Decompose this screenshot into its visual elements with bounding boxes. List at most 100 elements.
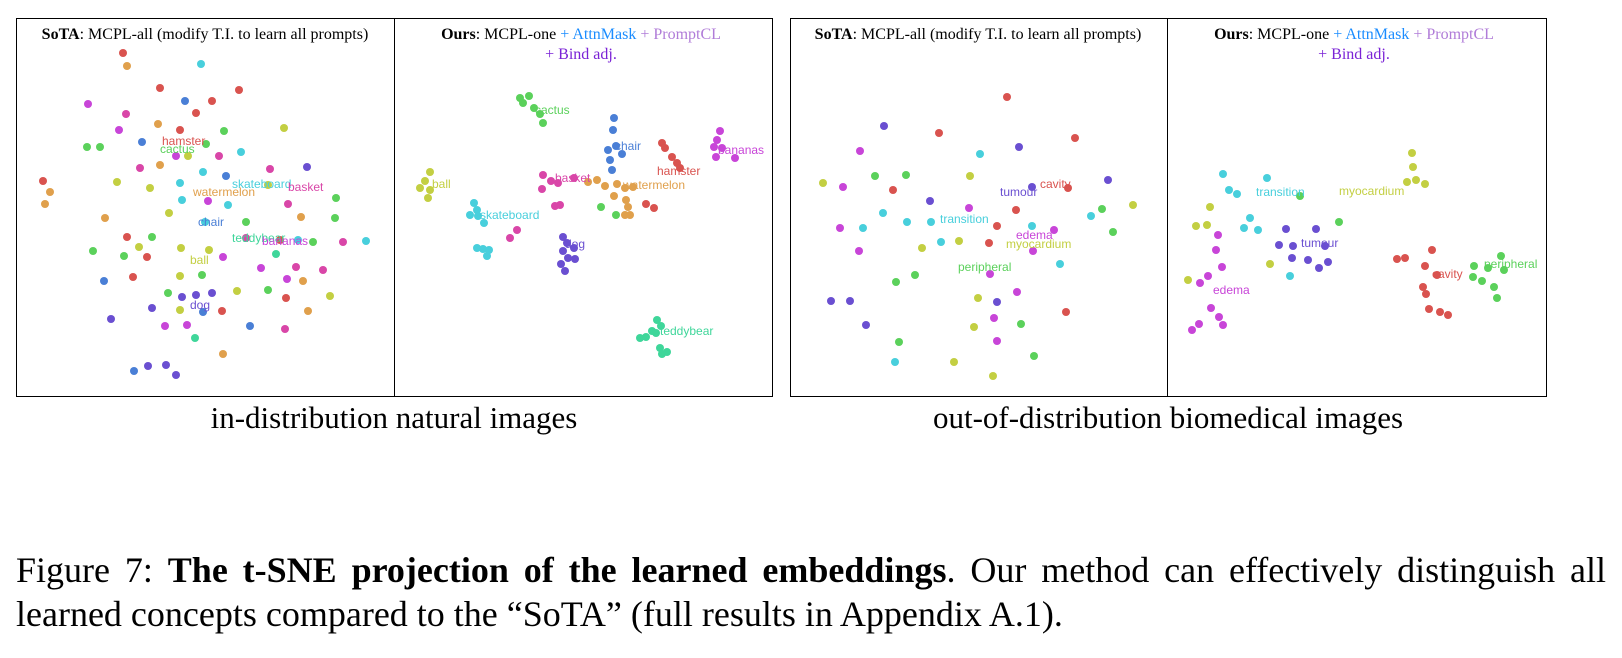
scatter-point: [519, 99, 527, 107]
scatter-point: [89, 247, 97, 255]
scatter-point: [201, 218, 209, 226]
scatter-point: [731, 154, 739, 162]
scatter-point: [1282, 225, 1290, 233]
scatter-point: [176, 306, 184, 314]
scatter-point: [101, 214, 109, 222]
scatter-point: [993, 222, 1001, 230]
scatter-point: [208, 289, 216, 297]
scatter-point: [326, 292, 334, 300]
scatter-point: [1064, 184, 1072, 192]
scatter-point: [1225, 186, 1233, 194]
cluster-label: hamster: [162, 134, 205, 148]
scatter-point: [918, 244, 926, 252]
scatter-point: [1421, 262, 1429, 270]
scatter-point: [480, 219, 488, 227]
scatter-point: [41, 200, 49, 208]
scatter-point: [668, 153, 676, 161]
scatter-point: [233, 287, 241, 295]
scatter-point: [281, 325, 289, 333]
scatter-point: [199, 308, 207, 316]
scatter-point: [539, 119, 547, 127]
cluster-label: peripheral: [958, 260, 1011, 274]
scatter-point: [1192, 222, 1200, 230]
scatter-point: [192, 109, 200, 117]
cluster-label: skateboard: [232, 177, 291, 191]
scatter-point: [181, 97, 189, 105]
scatter-point: [513, 226, 521, 234]
scatter-point: [1012, 206, 1020, 214]
scatter-point: [466, 211, 474, 219]
scatter-point: [839, 183, 847, 191]
scatter-point: [202, 140, 210, 148]
scatter-point: [1421, 180, 1429, 188]
scatter-point: [1500, 266, 1508, 274]
scatter-point: [836, 224, 844, 232]
scatter-point: [136, 164, 144, 172]
scatter-point: [294, 236, 302, 244]
scatter-point: [559, 247, 567, 255]
scatter-point: [618, 150, 626, 158]
cluster-label: ball: [432, 177, 451, 191]
scatter-point: [612, 142, 620, 150]
scatter-point: [426, 168, 434, 176]
cluster-label: teddybear: [232, 231, 285, 245]
scatter-point: [1029, 247, 1037, 255]
scatter-point: [129, 273, 137, 281]
caption-rest: . Our method can effectively distinguish…: [16, 550, 1607, 634]
scatter-panel-1: cactus chair bananas hamster basket watermelo…: [416, 92, 764, 358]
cluster-label: chair: [198, 215, 224, 229]
scatter-point: [636, 334, 644, 342]
scatter-point: [339, 238, 347, 246]
scatter-point: [716, 127, 724, 135]
scatter-point: [712, 153, 720, 161]
scatter-point: [143, 253, 151, 261]
scatter-point: [966, 172, 974, 180]
scatter-point: [1218, 263, 1226, 271]
scatter-point: [658, 350, 666, 358]
scatter-point: [990, 314, 998, 322]
scatter-point: [46, 188, 54, 196]
cluster-label: tumour: [1301, 236, 1338, 250]
scatter-point: [264, 181, 272, 189]
scatter-point: [1206, 203, 1214, 211]
scatter-point: [122, 110, 130, 118]
scatter-point: [172, 371, 180, 379]
cluster-label: basket: [288, 180, 324, 194]
scatter-point: [1195, 320, 1203, 328]
title-rest: : MCPL-all (modify T.I. to learn all pro…: [853, 26, 1142, 43]
scatter-point: [1401, 254, 1409, 262]
cluster-label: teddybear: [660, 324, 713, 338]
scatter-point: [965, 204, 973, 212]
cluster-label: tumour: [1000, 185, 1037, 199]
scatter-point: [652, 329, 660, 337]
scatter-point: [1188, 326, 1196, 334]
scatter-point: [891, 358, 899, 366]
scatter-point: [198, 271, 206, 279]
scatter-point: [926, 197, 934, 205]
scatter-point: [161, 322, 169, 330]
subplot-title-ours-biomedical-line2: + Bind adj.: [1318, 46, 1390, 63]
scatter-point: [177, 244, 185, 252]
scatter-point: [1497, 252, 1505, 260]
scatter-point: [989, 372, 997, 380]
subplot-title-ours-natural: Ours: MCPL-one + AttnMask + PromptCL: [441, 26, 721, 43]
subplot-title-sota-biomedical: SoTA: MCPL-all (modify T.I. to learn all…: [815, 26, 1142, 43]
scatter-point: [1484, 264, 1492, 272]
scatter-point: [661, 144, 669, 152]
scatter-point: [319, 266, 327, 274]
cluster-label: watermelon: [622, 178, 685, 192]
scatter-point: [1246, 214, 1254, 222]
scatter-point: [608, 166, 616, 174]
cluster-label: dog: [565, 237, 585, 251]
scatter-point: [162, 361, 170, 369]
scatter-point: [172, 152, 180, 160]
cluster-label: cactus: [160, 142, 195, 156]
scatter-point: [974, 294, 982, 302]
scatter-point: [220, 127, 228, 135]
scatter-point: [937, 238, 945, 246]
title-rest: : MCPL-one: [1249, 26, 1333, 43]
scatter-point: [1335, 218, 1343, 226]
scatter-point: [176, 179, 184, 187]
scatter-point: [819, 179, 827, 187]
figure-caption: Figure 7: The t-SNE projection of the le…: [16, 548, 1606, 636]
